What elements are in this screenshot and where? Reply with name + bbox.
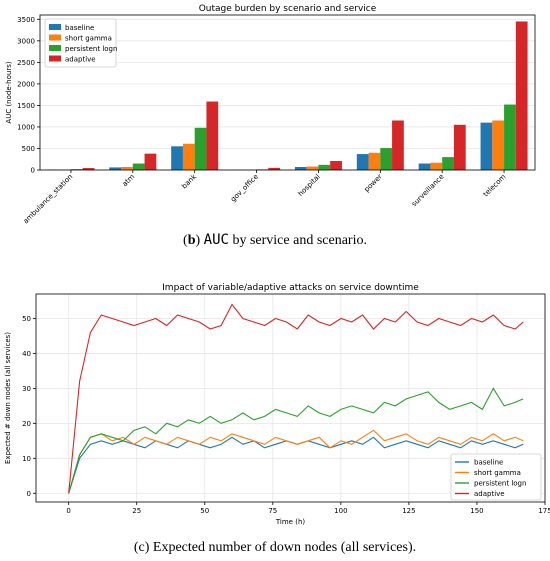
y-tick-label: 0 (31, 167, 35, 175)
y-tick-label: 20 (22, 420, 31, 428)
line-short-gamma (68, 429, 524, 494)
bar-adaptive-bank (206, 101, 219, 170)
legend-label: short gamma (474, 469, 521, 477)
bar-persistent-logn-hospital (318, 164, 331, 170)
line-persistent-logn (68, 387, 524, 494)
line-adaptive (68, 303, 524, 494)
legend-label: baseline (65, 24, 94, 32)
legend-label: short gamma (65, 35, 112, 43)
caption-c: (c) Expected number of down nodes (all s… (133, 540, 417, 555)
legend-box (450, 453, 542, 501)
bar-persistent-logn-atm (132, 163, 145, 170)
x-tick-label: 0 (66, 507, 70, 515)
legend-label: persistent logn (474, 480, 526, 488)
y-tick-label: 50 (22, 315, 31, 323)
y-tick-label: 2500 (17, 59, 35, 67)
y-axis-label: Expected # down nodes (all services) (4, 332, 12, 464)
bar-adaptive-atm (144, 153, 157, 170)
chart-title: Outage burden by scenario and service (199, 4, 377, 14)
legend-swatch (49, 24, 61, 30)
y-tick-label: 1000 (17, 123, 35, 131)
x-tick-label: bank (180, 172, 199, 191)
chart-title: Impact of variable/adaptive attacks on s… (162, 283, 419, 293)
caption-b: (b) AUC by service and scenario. (183, 232, 367, 248)
y-tick-label: 40 (22, 350, 31, 358)
caption-b-code: AUC (203, 232, 229, 248)
x-tick-label: hospital (297, 173, 322, 198)
x-tick-label: telecom (482, 173, 508, 199)
bar-baseline-power (356, 154, 369, 170)
y-tick-label: 10 (22, 455, 31, 463)
bar-baseline-surveillance (418, 163, 431, 170)
x-tick-label: 75 (268, 507, 277, 515)
y-tick-label: 3500 (17, 16, 35, 24)
legend-label: adaptive (65, 56, 96, 64)
bar-short-gamma-atm (121, 166, 133, 170)
bar-baseline-telecom (480, 122, 493, 170)
legend-label: adaptive (474, 490, 505, 498)
plot-frame (39, 14, 536, 171)
legend-box (44, 18, 117, 68)
y-tick-label: 500 (22, 145, 35, 153)
x-tick-label: surveillance (410, 173, 445, 208)
y-tick-label: 30 (22, 385, 31, 393)
bar-adaptive-gov_office (268, 167, 281, 170)
bar-baseline-hospital (294, 166, 307, 170)
bar-short-gamma-hospital (306, 166, 319, 170)
x-tick-label: ambulance_station (22, 173, 75, 226)
bar-persistent-logn-telecom (504, 104, 516, 170)
y-tick-label: 0 (27, 490, 31, 498)
bar-adaptive-hospital (330, 160, 342, 170)
bar-persistent-logn-bank (194, 127, 207, 170)
bar-adaptive-telecom (515, 21, 528, 171)
bar-adaptive-power (392, 120, 404, 170)
legend-label: baseline (474, 459, 503, 467)
caption-b-label: b (187, 233, 196, 248)
legend-swatch (49, 55, 61, 62)
bar-baseline-bank (171, 146, 183, 170)
bar-persistent-logn-surveillance (442, 157, 454, 170)
y-tick-label: 2000 (17, 80, 35, 88)
bar-persistent-logn-power (380, 148, 393, 170)
x-tick-label: 150 (470, 507, 483, 515)
bar-short-gamma-power (368, 152, 381, 170)
bar-short-gamma-bank (182, 143, 195, 170)
x-tick-label: 25 (132, 507, 141, 515)
legend-swatch (49, 34, 61, 41)
downtime-line-chart: Impact of variable/adaptive attacks on s… (4, 283, 550, 526)
x-tick-label: atm (121, 173, 137, 189)
bar-persistent-logn-ambulance_station (70, 169, 83, 170)
y-tick-label: 1500 (17, 102, 35, 110)
caption-b-text: by service and scenario. (228, 233, 367, 248)
x-axis-label: Time (h) (275, 518, 306, 526)
x-tick-label: gov_office (229, 173, 260, 204)
x-tick-label: power (363, 173, 384, 194)
bar-short-gamma-telecom (492, 120, 505, 170)
x-tick-label: 50 (200, 507, 209, 515)
plot-frame (35, 293, 546, 503)
bar-short-gamma-surveillance (430, 162, 443, 170)
x-tick-label: 100 (334, 507, 347, 515)
legend-label: persistent logn (65, 45, 117, 53)
y-tick-label: 3000 (17, 37, 35, 45)
bar-baseline-atm (109, 167, 122, 170)
legend-swatch (49, 45, 61, 51)
bar-adaptive-surveillance (453, 124, 466, 170)
x-tick-label: 125 (402, 507, 415, 515)
auc-bar-chart: Outage burden by scenario and service 0 50… (5, 4, 536, 226)
x-tick-label: 175 (538, 507, 550, 515)
y-axis-label: AUC (node-hours) (5, 61, 13, 123)
bar-adaptive-ambulance_station (82, 168, 95, 170)
